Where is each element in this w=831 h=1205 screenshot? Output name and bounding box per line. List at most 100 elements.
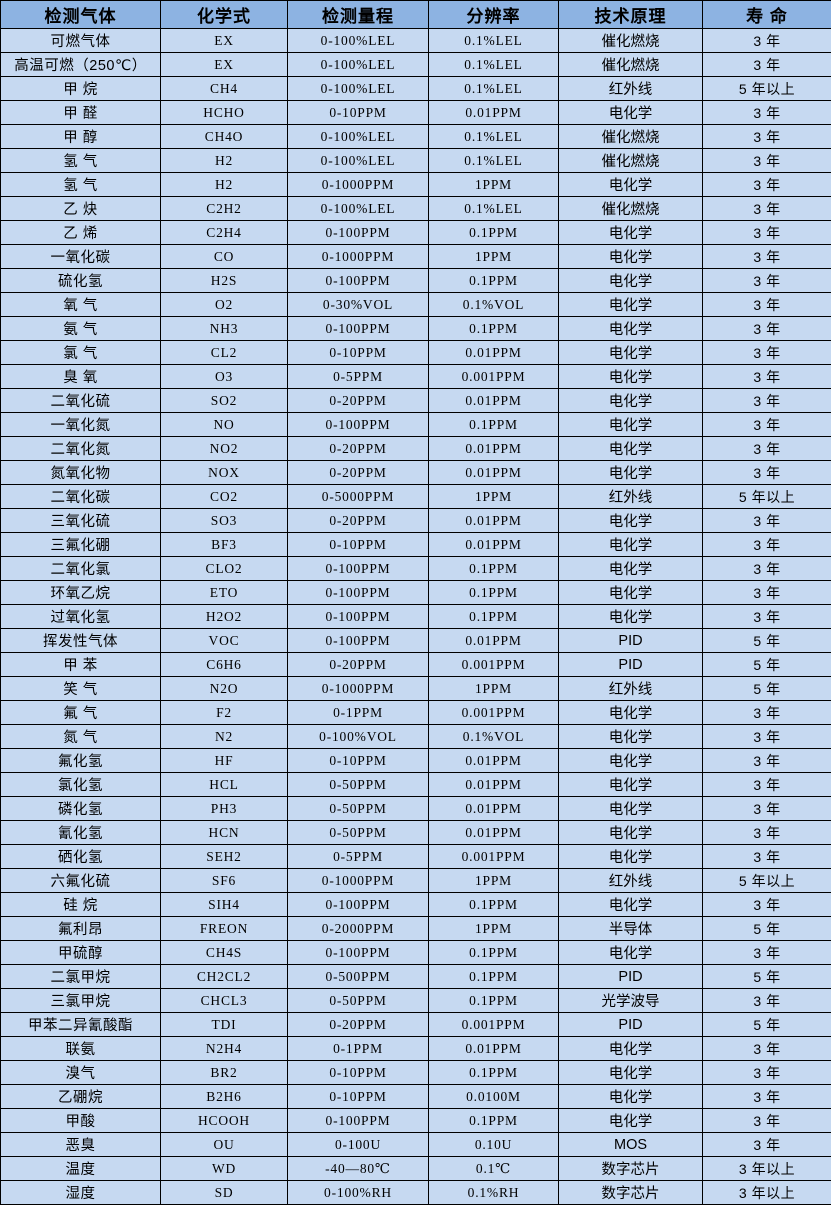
cell-range: 0-100PPM [288, 893, 429, 917]
cell-formula: BR2 [161, 1061, 288, 1085]
cell-range: 0-100PPM [288, 581, 429, 605]
cell-technology: 电化学 [559, 797, 703, 821]
cell-technology: 电化学 [559, 413, 703, 437]
cell-range: 0-100%LEL [288, 53, 429, 77]
cell-range: 0-100PPM [288, 221, 429, 245]
cell-range: 0-1000PPM [288, 869, 429, 893]
cell-technology: 数字芯片 [559, 1157, 703, 1181]
cell-range: 0-10PPM [288, 1061, 429, 1085]
cell-lifespan: 3 年 [703, 437, 831, 461]
cell-range: 0-50PPM [288, 797, 429, 821]
cell-range: 0-1PPM [288, 701, 429, 725]
cell-technology: MOS [559, 1133, 703, 1157]
cell-resolution: 0.1%LEL [429, 197, 559, 221]
cell-technology: 电化学 [559, 221, 703, 245]
cell-formula: CH4 [161, 77, 288, 101]
cell-resolution: 0.01PPM [429, 773, 559, 797]
cell-lifespan: 5 年以上 [703, 869, 831, 893]
cell-gas-name: 笑 气 [1, 677, 161, 701]
column-header-resolution: 分辨率 [429, 1, 559, 29]
cell-lifespan: 5 年以上 [703, 77, 831, 101]
cell-technology: 催化燃烧 [559, 125, 703, 149]
cell-technology: 电化学 [559, 437, 703, 461]
cell-resolution: 0.1%LEL [429, 77, 559, 101]
cell-gas-name: 挥发性气体 [1, 629, 161, 653]
cell-gas-name: 磷化氢 [1, 797, 161, 821]
cell-resolution: 0.1%VOL [429, 293, 559, 317]
cell-formula: SD [161, 1181, 288, 1205]
cell-resolution: 0.1PPM [429, 1109, 559, 1133]
cell-technology: 电化学 [559, 701, 703, 725]
cell-range: 0-5000PPM [288, 485, 429, 509]
cell-technology: 电化学 [559, 1037, 703, 1061]
cell-resolution: 0.01PPM [429, 461, 559, 485]
cell-lifespan: 3 年 [703, 293, 831, 317]
cell-formula: B2H6 [161, 1085, 288, 1109]
cell-gas-name: 氨 气 [1, 317, 161, 341]
cell-resolution: 0.1PPM [429, 893, 559, 917]
cell-technology: 数字芯片 [559, 1181, 703, 1205]
cell-resolution: 0.1PPM [429, 941, 559, 965]
cell-range: 0-20PPM [288, 1013, 429, 1037]
cell-formula: N2O [161, 677, 288, 701]
cell-formula: SO2 [161, 389, 288, 413]
cell-gas-name: 氯化氢 [1, 773, 161, 797]
cell-formula: ETO [161, 581, 288, 605]
cell-gas-name: 二氧化碳 [1, 485, 161, 509]
cell-resolution: 0.1%LEL [429, 53, 559, 77]
cell-resolution: 1PPM [429, 173, 559, 197]
cell-technology: 红外线 [559, 677, 703, 701]
cell-gas-name: 硒化氢 [1, 845, 161, 869]
cell-gas-name: 氮 气 [1, 725, 161, 749]
cell-lifespan: 3 年 [703, 773, 831, 797]
cell-gas-name: 溴气 [1, 1061, 161, 1085]
cell-gas-name: 氯 气 [1, 341, 161, 365]
cell-resolution: 1PPM [429, 245, 559, 269]
cell-technology: 电化学 [559, 509, 703, 533]
cell-resolution: 0.001PPM [429, 365, 559, 389]
cell-resolution: 0.001PPM [429, 1013, 559, 1037]
cell-lifespan: 5 年 [703, 1013, 831, 1037]
cell-lifespan: 3 年 [703, 941, 831, 965]
cell-range: 0-100PPM [288, 941, 429, 965]
cell-lifespan: 5 年 [703, 917, 831, 941]
cell-formula: SO3 [161, 509, 288, 533]
cell-lifespan: 3 年 [703, 893, 831, 917]
cell-lifespan: 3 年 [703, 1109, 831, 1133]
cell-gas-name: 三氧化硫 [1, 509, 161, 533]
cell-lifespan: 3 年 [703, 317, 831, 341]
column-header-gas-name: 检测气体 [1, 1, 161, 29]
cell-formula: N2H4 [161, 1037, 288, 1061]
cell-gas-name: 氮氧化物 [1, 461, 161, 485]
cell-formula: SF6 [161, 869, 288, 893]
cell-technology: 红外线 [559, 77, 703, 101]
cell-lifespan: 3 年 [703, 53, 831, 77]
cell-resolution: 0.1PPM [429, 989, 559, 1013]
cell-resolution: 0.1PPM [429, 221, 559, 245]
cell-formula: HCL [161, 773, 288, 797]
cell-technology: 电化学 [559, 725, 703, 749]
cell-formula: CHCL3 [161, 989, 288, 1013]
cell-lifespan: 3 年以上 [703, 1181, 831, 1205]
cell-gas-name: 高温可燃（250℃） [1, 53, 161, 77]
cell-formula: SEH2 [161, 845, 288, 869]
cell-formula: PH3 [161, 797, 288, 821]
cell-gas-name: 氢 气 [1, 149, 161, 173]
cell-formula: NO [161, 413, 288, 437]
cell-range: 0-100PPM [288, 605, 429, 629]
